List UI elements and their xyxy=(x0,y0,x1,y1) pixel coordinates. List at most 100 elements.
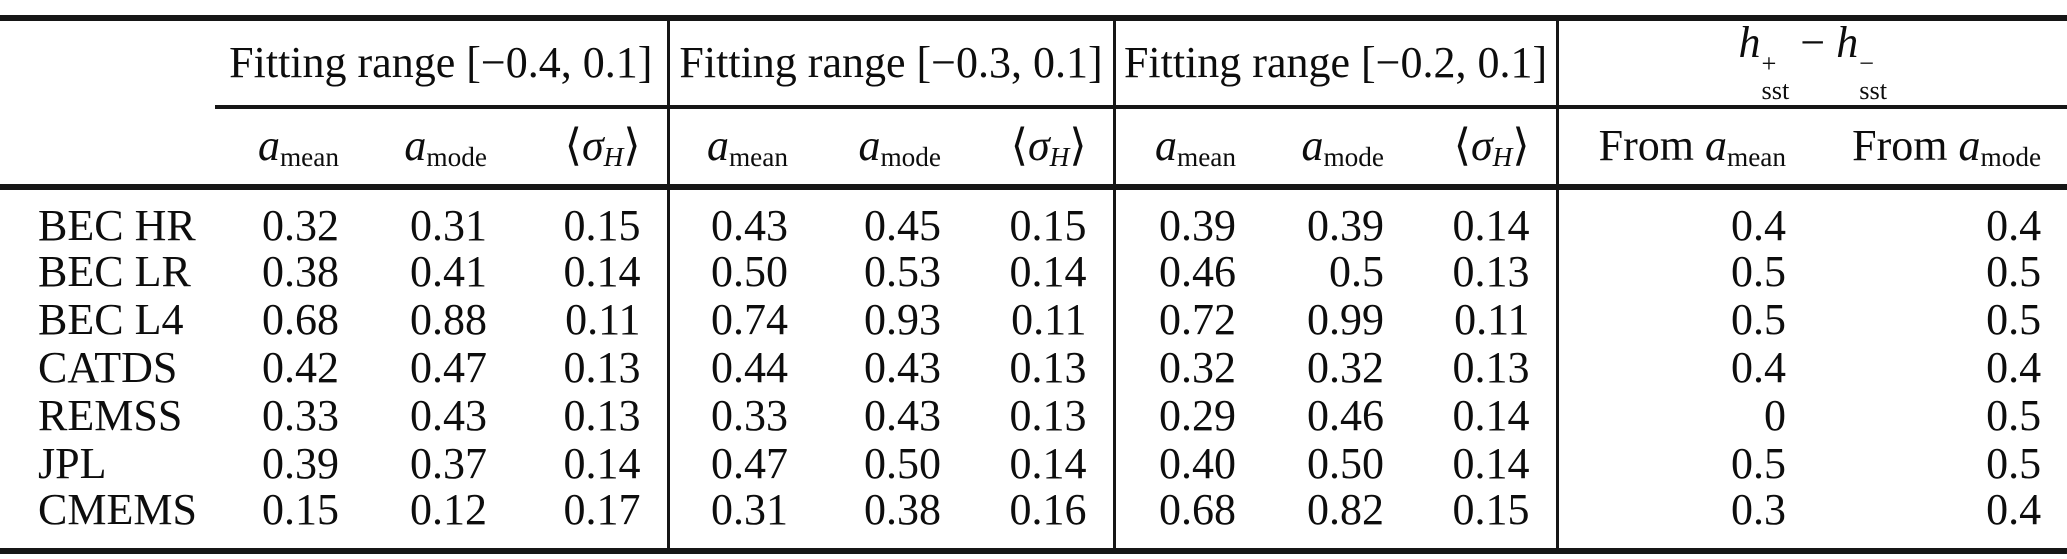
col-a-mean-range3: amean xyxy=(1114,106,1263,190)
col-group-hsst-difference: h + sst − h − sst xyxy=(1557,18,2067,109)
table-row: JPL 0.39 0.37 0.14 0.47 0.50 0.14 0.40 0.50 0.14 0… xyxy=(0,438,2067,488)
value-cell: 0.29 xyxy=(1159,390,1237,440)
row-label: CATDS xyxy=(38,342,178,392)
col-group-fitting-range-1: Fitting range [−0.4, 0.1] xyxy=(215,18,670,109)
value-cell: 0.53 xyxy=(864,246,942,296)
value-cell: 0.14 xyxy=(967,439,1116,488)
value-cell: 0.5 xyxy=(1986,438,2042,488)
value-cell: 0.32 xyxy=(1307,342,1385,392)
value-cell: 0.42 xyxy=(262,342,339,392)
col-a-mode-range3: amode xyxy=(1262,106,1411,190)
value-cell: 0.5 xyxy=(1986,246,2042,296)
value-cell: 0.11 xyxy=(1410,295,1559,344)
value-cell: 0.5 xyxy=(1731,246,1787,296)
value-cell: 0.39 xyxy=(1159,200,1237,250)
value-cell: 0.14 xyxy=(513,247,670,296)
value-cell: 0.82 xyxy=(1307,484,1385,534)
value-cell: 0.41 xyxy=(410,246,487,296)
value-cell: 0.13 xyxy=(967,391,1116,440)
col-from-a-mode: From amode xyxy=(1812,106,2067,190)
value-cell: 0.15 xyxy=(967,186,1116,248)
value-cell: 0.68 xyxy=(262,294,339,344)
value-cell: 0.16 xyxy=(967,487,1116,551)
value-cell: 0.14 xyxy=(1410,186,1559,248)
table-row: CMEMS 0.15 0.12 0.17 0.31 0.38 0.16 0.68 0.82 0.1… xyxy=(0,484,2067,551)
value-cell: 0.43 xyxy=(410,390,487,440)
value-cell: 0.46 xyxy=(1307,390,1385,440)
fit-results-table: Fitting range [−0.4, 0.1] Fitting range … xyxy=(0,15,2067,554)
row-label: BEC HR xyxy=(38,200,196,250)
value-cell: 0.45 xyxy=(864,200,942,250)
value-cell: 0.17 xyxy=(513,487,670,551)
value-cell: 0.32 xyxy=(262,200,339,250)
value-cell: 0.14 xyxy=(513,439,670,488)
col-sigma-h-range1: ⟨σH⟩ xyxy=(513,106,670,190)
row-label: REMSS xyxy=(38,390,183,440)
value-cell: 0.50 xyxy=(1307,438,1385,488)
value-cell: 0.39 xyxy=(1307,200,1385,250)
value-cell: 0.14 xyxy=(1410,439,1559,488)
value-cell: 0.93 xyxy=(864,294,942,344)
value-cell: 0.4 xyxy=(1986,200,2042,250)
value-cell: 0.43 xyxy=(864,342,942,392)
col-group-fitting-range-3: Fitting range [−0.2, 0.1] xyxy=(1114,18,1559,109)
value-cell: 0.32 xyxy=(1159,342,1237,392)
col-group-fitting-range-2: Fitting range [−0.3, 0.1] xyxy=(668,18,1116,109)
value-cell: 0.99 xyxy=(1307,294,1385,344)
value-cell: 0.13 xyxy=(513,343,670,392)
value-cell: 0.13 xyxy=(513,391,670,440)
row-label: JPL xyxy=(38,438,107,488)
value-cell: 0.15 xyxy=(262,484,339,534)
value-cell: 0.11 xyxy=(967,295,1116,344)
value-cell: 0.50 xyxy=(711,246,789,296)
value-cell: 0 xyxy=(1764,390,1787,440)
table-row: BEC L4 0.68 0.88 0.11 0.74 0.93 0.11 0.72 0.99 0.… xyxy=(0,294,2067,344)
value-cell: 0.4 xyxy=(1731,200,1787,250)
sup-sub-stack: + sst xyxy=(1761,47,1790,106)
value-cell: 0.5 xyxy=(1731,438,1787,488)
value-cell: 0.47 xyxy=(711,438,789,488)
value-cell: 0.40 xyxy=(1159,438,1237,488)
value-cell: 0.39 xyxy=(262,438,339,488)
value-cell: 0.72 xyxy=(1159,294,1237,344)
value-cell: 0.88 xyxy=(410,294,487,344)
value-cell: 0.43 xyxy=(864,390,942,440)
value-cell: 0.15 xyxy=(1410,487,1559,551)
value-cell: 0.14 xyxy=(967,247,1116,296)
table-row: CATDS 0.42 0.47 0.13 0.44 0.43 0.13 0.32 0.32 0.1… xyxy=(0,342,2067,392)
col-from-a-mean: From amean xyxy=(1557,106,1813,190)
value-cell: 0.4 xyxy=(1731,342,1787,392)
value-cell: 0.5 xyxy=(1986,294,2042,344)
value-cell: 0.5 xyxy=(1329,246,1385,296)
row-label: BEC LR xyxy=(38,246,191,296)
value-cell: 0.11 xyxy=(513,295,670,344)
value-cell: 0.44 xyxy=(711,342,789,392)
value-cell: 0.46 xyxy=(1159,246,1237,296)
value-cell: 0.4 xyxy=(1986,342,2042,392)
value-cell: 0.13 xyxy=(967,343,1116,392)
value-cell: 0.38 xyxy=(262,246,339,296)
value-cell: 0.74 xyxy=(711,294,789,344)
value-cell: 0.38 xyxy=(864,484,942,534)
value-cell: 0.68 xyxy=(1159,484,1237,534)
value-cell: 0.5 xyxy=(1986,390,2042,440)
value-cell: 0.31 xyxy=(711,484,789,534)
col-a-mode-range2: amode xyxy=(814,106,968,190)
table-row: BEC LR 0.38 0.41 0.14 0.50 0.53 0.14 0.46 0.5 0.1… xyxy=(0,246,2067,296)
value-cell: 0.12 xyxy=(410,484,487,534)
col-sigma-h-range2: ⟨σH⟩ xyxy=(967,106,1116,190)
col-a-mean-range1: amean xyxy=(215,106,365,190)
table-body: BEC HR 0.32 0.31 0.15 0.43 0.45 0.15 0.39 0.39 0.… xyxy=(0,186,2067,551)
row-label: BEC L4 xyxy=(38,294,184,344)
col-a-mode-range1: amode xyxy=(365,106,513,190)
value-cell: 0.33 xyxy=(262,390,339,440)
value-cell: 0.5 xyxy=(1731,294,1787,344)
col-a-mean-range2: amean xyxy=(668,106,815,190)
value-cell: 0.31 xyxy=(410,200,487,250)
table-row: BEC HR 0.32 0.31 0.15 0.43 0.45 0.15 0.39 0.39 0.… xyxy=(0,186,2067,250)
table-row: REMSS 0.33 0.43 0.13 0.33 0.43 0.13 0.29 0.46 0.1… xyxy=(0,390,2067,440)
sub-header-row: amean amode ⟨σH⟩ amean amode ⟨σH⟩ amean amode ⟨σ… xyxy=(0,106,2067,190)
value-cell: 0.33 xyxy=(711,390,789,440)
col-sigma-h-range3: ⟨σH⟩ xyxy=(1410,106,1559,190)
